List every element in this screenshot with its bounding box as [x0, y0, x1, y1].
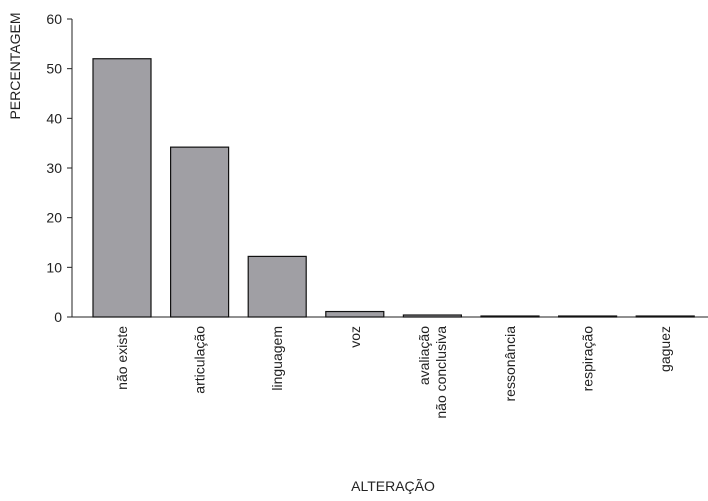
x-category-label: ressonância: [502, 326, 518, 402]
y-tick-label: 30: [46, 160, 62, 176]
x-category-label: gaguez: [657, 326, 673, 372]
axes: [71, 19, 708, 318]
bar: [92, 58, 152, 318]
bar: [635, 315, 695, 318]
x-category-label: não conclusiva: [433, 326, 449, 419]
y-tick-label: 50: [46, 61, 62, 77]
y-tick-label: 40: [46, 110, 62, 126]
y-ticks: 0 10 20 30 40 50 60: [46, 11, 72, 325]
bar: [170, 146, 230, 318]
x-category-label: linguagem: [269, 326, 285, 391]
bar: [247, 255, 307, 318]
bar: [480, 315, 540, 318]
y-tick-label: 10: [46, 259, 62, 275]
bar: [325, 310, 385, 318]
x-category-label: avaliação: [416, 326, 432, 385]
bars: [92, 58, 695, 318]
y-tick-label: 0: [54, 309, 62, 325]
bar: [557, 315, 618, 318]
x-category-label: voz: [347, 326, 363, 348]
y-tick-label: 60: [46, 11, 62, 27]
y-axis-title: PERCENTAGEM: [7, 12, 23, 119]
x-ticks: não existe articulação linguagem voz avaliaç…: [114, 326, 673, 419]
y-tick-label: 20: [46, 210, 62, 226]
x-category-label: respiração: [580, 326, 596, 392]
x-category-label: articulação: [192, 326, 208, 394]
bar: [402, 314, 462, 318]
x-axis-title: ALTERAÇÃO: [351, 478, 435, 494]
x-category-label: não existe: [114, 326, 130, 390]
